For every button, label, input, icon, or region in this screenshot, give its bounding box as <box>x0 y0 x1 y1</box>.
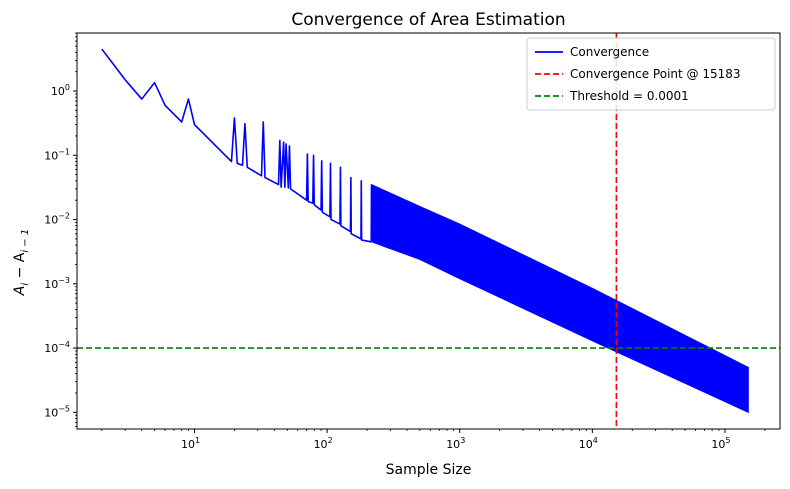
x-tick-label: 101 <box>181 436 200 451</box>
y-tick-label: 10−4 <box>44 340 70 355</box>
legend-label: Convergence <box>570 45 649 59</box>
x-tick-base: 10 <box>314 438 328 451</box>
plot-area <box>77 33 780 429</box>
y-tick-exponent: −2 <box>58 212 70 221</box>
x-tick-base: 10 <box>579 438 593 451</box>
x-tick-label: 103 <box>446 436 465 451</box>
y-axis-title: Ai − Ai − 1 <box>12 229 31 296</box>
x-tick-exponent: 3 <box>460 436 465 445</box>
y-tick-label: 10−1 <box>44 147 70 162</box>
legend-label: Threshold = 0.0001 <box>569 89 689 103</box>
plot-frame <box>76 32 781 430</box>
x-tick-base: 10 <box>446 438 460 451</box>
x-tick-exponent: 5 <box>725 436 730 445</box>
y-axis-title-base-1: A <box>12 286 28 297</box>
y-tick-label: 10−2 <box>44 212 70 227</box>
x-tick-base: 10 <box>181 438 195 451</box>
x-tick-base: 10 <box>711 438 725 451</box>
chart-title: Convergence of Area Estimation <box>291 10 565 30</box>
y-tick-label: 100 <box>51 83 70 98</box>
y-tick-exponent: 0 <box>65 83 70 92</box>
legend: Convergence Convergence Point @ 15183 Thre… <box>526 37 776 111</box>
y-tick-exponent: −1 <box>58 147 70 156</box>
y-axis-title-mid: − A <box>12 252 28 283</box>
x-axis-title: Sample Size <box>386 462 472 478</box>
x-tick-exponent: 1 <box>195 436 200 445</box>
y-tick-base: 10 <box>51 85 65 98</box>
x-tick-label: 102 <box>314 436 333 451</box>
y-tick-exponent: −4 <box>58 340 70 349</box>
convergence-line <box>101 48 373 243</box>
y-tick-base: 10 <box>44 214 58 227</box>
legend-label: Convergence Point @ 15183 <box>570 67 741 81</box>
y-tick-exponent: −3 <box>58 276 70 285</box>
y-tick-base: 10 <box>44 278 58 291</box>
x-tick-exponent: 4 <box>593 436 598 445</box>
x-tick-label: 105 <box>711 436 730 451</box>
convergence-band <box>370 183 749 414</box>
legend-box <box>526 37 776 111</box>
y-axis-title-sub-1: i <box>20 283 31 286</box>
y-tick-base: 10 <box>44 149 58 162</box>
y-tick-label: 10−5 <box>44 404 70 419</box>
y-axis-title-sub-2: i − 1 <box>20 229 31 253</box>
x-tick-label: 104 <box>579 436 598 451</box>
y-tick-base: 10 <box>44 406 58 419</box>
x-tick-exponent: 2 <box>328 436 333 445</box>
y-tick-label: 10−3 <box>44 276 70 291</box>
y-tick-base: 10 <box>44 342 58 355</box>
y-tick-exponent: −5 <box>58 404 70 413</box>
